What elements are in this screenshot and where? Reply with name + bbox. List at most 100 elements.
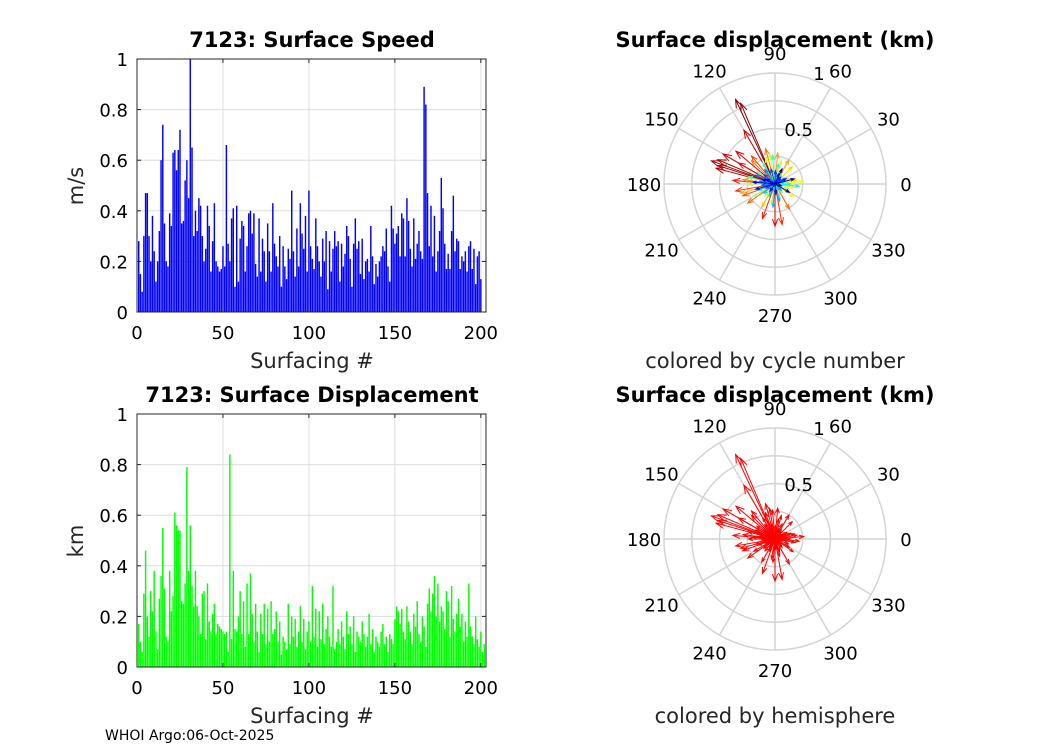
speed-bar (332, 248, 334, 312)
displacement-bar (294, 618, 296, 667)
speed-bar (335, 246, 338, 312)
displacement-bar (275, 611, 277, 667)
speed-xtick-label: 0 (131, 323, 142, 344)
displacement-ytick-label: 0.2 (99, 607, 128, 628)
speed-title: 7123: Surface Speed (189, 28, 435, 52)
speed-bar (227, 243, 229, 312)
speed-bar (206, 205, 209, 312)
displacement-bar (232, 570, 234, 667)
speed-bar (330, 271, 332, 312)
polar-hemisphere-arrows (710, 453, 806, 583)
displacement-bar (327, 616, 329, 667)
displacement-bar (206, 583, 209, 667)
speed-bar (180, 223, 183, 312)
displacement-ytick-label: 0.6 (99, 506, 128, 527)
displacement-bar (407, 621, 410, 667)
displacement-ticks: 0 50 100 150 200 0 0.2 0.4 0.6 0.8 1 (99, 405, 498, 699)
displacement-bar (182, 603, 185, 667)
displacement-bar (416, 601, 418, 667)
speed-bar (328, 241, 331, 312)
displacement-bar (184, 583, 186, 667)
speed-bar (342, 266, 345, 312)
displacement-bar (454, 631, 456, 667)
displacement-bar (318, 611, 320, 667)
displacement-bar (351, 644, 353, 667)
displacement-bar (358, 636, 360, 667)
polar-hemisphere-arrow (765, 533, 776, 540)
displacement-bar (146, 616, 149, 667)
displacement-bar (223, 634, 226, 667)
displacement-bar (378, 646, 381, 667)
displacement-bar (438, 621, 441, 667)
displacement-bar (162, 527, 164, 667)
speed-bar (168, 213, 171, 312)
displacement-bar (141, 651, 143, 667)
speed-bar (450, 231, 453, 312)
speed-bar (199, 205, 202, 312)
speed-bar (193, 236, 195, 312)
polar-cycle-arrow (762, 183, 776, 195)
speed-bar (469, 241, 472, 312)
speed-bar (217, 266, 219, 312)
speed-bar (364, 261, 367, 312)
displacement-bar (387, 651, 389, 667)
speed-ticks: 0 50 100 150 200 0 0.2 0.4 0.6 0.8 1 (99, 50, 498, 344)
displacement-bar (160, 575, 162, 667)
speed-axes-box (136, 58, 487, 313)
displacement-bar (481, 651, 484, 667)
displacement-bar (282, 636, 284, 667)
displacement-bar (158, 598, 161, 667)
displacement-bar (235, 631, 238, 667)
displacement-bar (323, 644, 326, 667)
polar-hemisphere-angle-label: 270 (758, 661, 792, 682)
speed-bar (177, 150, 179, 312)
displacement-bar (198, 616, 200, 667)
speed-bar (383, 251, 386, 312)
speed-bar (249, 210, 252, 312)
speed-bar (296, 228, 298, 312)
displacement-bar (368, 613, 370, 667)
speed-bar (253, 213, 255, 312)
polar-hemisphere-title: Surface displacement (km) (615, 383, 934, 407)
speed-bar (370, 225, 372, 312)
speed-bar (462, 261, 465, 312)
displacement-bar (457, 598, 460, 667)
polar-cycle-arrow (773, 169, 778, 185)
speed-bar (344, 253, 346, 312)
displacement-bar (246, 583, 248, 667)
speed-bar (464, 251, 467, 312)
speed-bar (401, 213, 403, 312)
displacement-bar (325, 629, 327, 667)
speed-bar (301, 233, 303, 312)
speed-bar (153, 251, 155, 312)
speed-bar (346, 225, 348, 312)
displacement-bar (234, 629, 236, 667)
displacement-bar (174, 512, 176, 667)
displacement-bar (306, 631, 308, 667)
speed-bar (480, 279, 482, 312)
speed-bar (210, 271, 212, 312)
speed-bar (468, 246, 470, 312)
displacement-bar (211, 613, 214, 667)
displacement-bar (437, 583, 439, 667)
speed-bar (165, 261, 167, 312)
displacement-bar (313, 636, 315, 667)
speed-bar (318, 261, 320, 312)
speed-bar (431, 256, 434, 312)
speed-bar (211, 241, 214, 312)
speed-bar (170, 225, 173, 312)
displacement-bar (227, 651, 229, 667)
speed-bar (254, 263, 257, 312)
speed-bar (444, 243, 446, 312)
displacement-bar (411, 644, 413, 667)
displacement-xlabel: Surfacing # (250, 704, 374, 728)
displacement-bar (291, 616, 293, 667)
polar-hemisphere-arrow (770, 522, 776, 540)
speed-bar (156, 261, 159, 312)
speed-bar (306, 271, 308, 312)
speed-bar (356, 248, 358, 312)
displacement-bar (394, 618, 396, 667)
displacement-bar (242, 601, 245, 667)
displacement-bar (254, 603, 257, 667)
speed-bar (375, 263, 377, 312)
